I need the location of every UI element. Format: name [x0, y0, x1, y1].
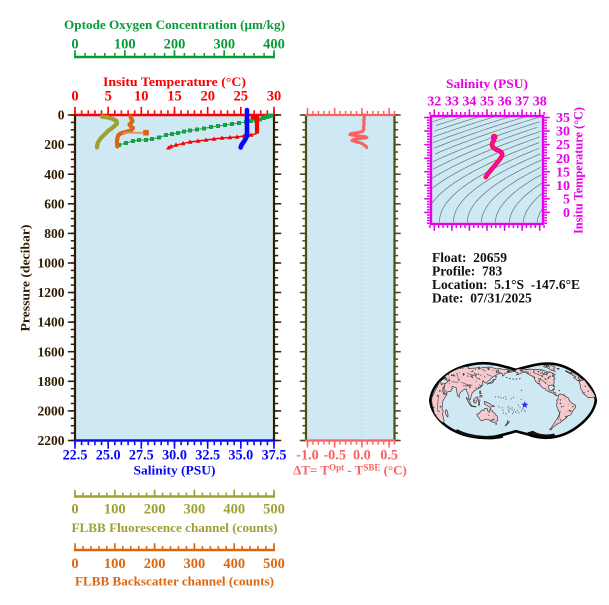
svg-text:15: 15 — [167, 89, 182, 105]
svg-text:100: 100 — [104, 556, 126, 572]
svg-text:Optode Oxygen Concentration (μ: Optode Oxygen Concentration (μm/kg) — [64, 17, 285, 32]
svg-text:400: 400 — [223, 556, 245, 572]
svg-text:15: 15 — [556, 165, 570, 180]
svg-text:10: 10 — [556, 179, 570, 194]
svg-text:500: 500 — [263, 556, 285, 572]
svg-text:0: 0 — [58, 108, 65, 123]
svg-text:800: 800 — [44, 226, 65, 241]
svg-text:20: 20 — [556, 152, 570, 167]
svg-text:0: 0 — [563, 206, 570, 221]
svg-text:200: 200 — [164, 37, 186, 53]
svg-text:100: 100 — [114, 37, 136, 53]
svg-text:FLBB Backscatter channel (coun: FLBB Backscatter channel (counts) — [75, 574, 274, 589]
svg-text:400: 400 — [263, 37, 285, 53]
svg-text:20: 20 — [200, 89, 215, 105]
svg-text:2200: 2200 — [38, 433, 65, 448]
svg-text:300: 300 — [184, 556, 206, 572]
svg-text:34: 34 — [462, 95, 476, 110]
svg-text:100: 100 — [104, 502, 126, 518]
svg-text:35.0: 35.0 — [228, 448, 253, 464]
svg-text:0: 0 — [71, 37, 78, 53]
svg-text:0: 0 — [71, 89, 78, 105]
svg-text:-0.5: -0.5 — [323, 448, 345, 464]
svg-text:25.0: 25.0 — [96, 448, 121, 464]
svg-text:Location: 5.1°S -147.6°E: Location: 5.1°S -147.6°E — [432, 277, 580, 292]
svg-text:200: 200 — [144, 502, 166, 518]
svg-text:500: 500 — [263, 502, 285, 518]
svg-text:1800: 1800 — [38, 374, 65, 389]
svg-text:1000: 1000 — [38, 256, 65, 271]
svg-text:400: 400 — [44, 167, 65, 182]
svg-text:Pressure (decibar): Pressure (decibar) — [18, 225, 33, 332]
svg-text:ΔT= TOpt - TSBE (°C): ΔT= TOpt - TSBE (°C) — [293, 463, 407, 478]
svg-text:38: 38 — [533, 95, 547, 110]
svg-text:1600: 1600 — [38, 344, 65, 359]
svg-text:30.0: 30.0 — [162, 448, 187, 464]
svg-text:Salinity (PSU): Salinity (PSU) — [134, 463, 216, 478]
svg-text:400: 400 — [223, 502, 245, 518]
svg-text:Insitu Temperature (°C): Insitu Temperature (°C) — [571, 107, 586, 234]
svg-text:200: 200 — [44, 137, 65, 152]
svg-text:10: 10 — [134, 89, 149, 105]
svg-text:27.5: 27.5 — [129, 448, 154, 464]
svg-text:25: 25 — [234, 89, 249, 105]
svg-text:32.5: 32.5 — [195, 448, 220, 464]
svg-text:36: 36 — [498, 95, 512, 110]
svg-text:0: 0 — [71, 502, 78, 518]
svg-text:37.5: 37.5 — [262, 448, 287, 464]
svg-text:Profile: 783: Profile: 783 — [432, 264, 502, 279]
svg-text:22.5: 22.5 — [63, 448, 88, 464]
svg-text:35: 35 — [556, 111, 570, 126]
svg-text:5: 5 — [563, 192, 570, 207]
svg-text:Float: 20659: Float: 20659 — [432, 250, 507, 265]
svg-text:30: 30 — [556, 125, 570, 140]
svg-text:2000: 2000 — [38, 404, 65, 419]
svg-text:Salinity (PSU): Salinity (PSU) — [446, 76, 528, 91]
svg-text:Insitu Temperature (°C): Insitu Temperature (°C) — [103, 74, 246, 89]
svg-text:30: 30 — [267, 89, 282, 105]
svg-text:35: 35 — [480, 95, 494, 110]
svg-text:200: 200 — [144, 556, 166, 572]
svg-text:Date: 07/31/2025: Date: 07/31/2025 — [432, 291, 532, 306]
svg-text:0.0: 0.0 — [353, 448, 371, 464]
svg-text:1400: 1400 — [38, 315, 65, 330]
svg-text:0.5: 0.5 — [380, 448, 398, 464]
svg-text:37: 37 — [515, 95, 529, 110]
svg-text:600: 600 — [44, 196, 65, 211]
svg-text:300: 300 — [213, 37, 235, 53]
svg-text:5: 5 — [105, 89, 112, 105]
svg-text:0: 0 — [71, 556, 78, 572]
svg-text:33: 33 — [445, 95, 459, 110]
svg-text:FLBB Fluorescence channel (cou: FLBB Fluorescence channel (counts) — [72, 520, 278, 535]
svg-text:25: 25 — [556, 138, 570, 153]
svg-text:-1.0: -1.0 — [296, 448, 318, 464]
svg-text:1200: 1200 — [38, 285, 65, 300]
svg-text:300: 300 — [184, 502, 206, 518]
svg-text:32: 32 — [427, 95, 441, 110]
